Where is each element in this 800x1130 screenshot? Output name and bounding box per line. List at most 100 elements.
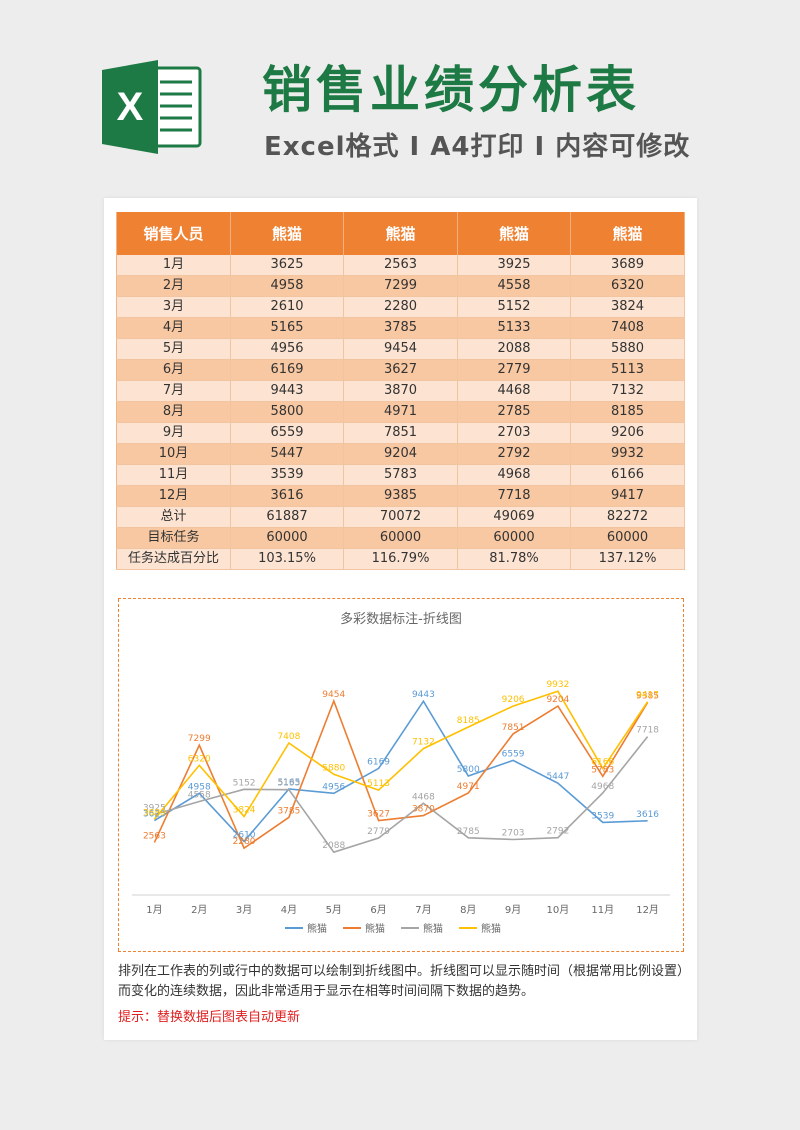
header-name-3: 熊猫 — [457, 212, 571, 255]
data-label: 2563 — [143, 831, 166, 841]
value-cell: 60000 — [343, 527, 458, 549]
chart-border-left — [118, 599, 119, 951]
legend-label: 熊猫 — [423, 922, 443, 935]
table-row: 9月 6559 7851 2703 9206 — [116, 422, 685, 444]
data-label: 7851 — [502, 723, 525, 733]
x-tick-label: 5月 — [326, 904, 342, 916]
data-label: 5800 — [457, 765, 480, 775]
table-row: 任务达成百分比 103.15% 116.79% 81.78% 137.12% — [116, 548, 685, 570]
row-label-cell: 6月 — [116, 359, 231, 381]
value-cell: 5783 — [343, 464, 458, 486]
logo-letter: X — [117, 85, 144, 129]
value-cell: 2280 — [343, 296, 458, 318]
value-cell: 2088 — [457, 338, 571, 360]
page-header: X 销售业绩分析表 Excel格式 I A4打印 I 内容可修改 — [0, 0, 800, 190]
table-row: 3月 2610 2280 5152 3824 — [116, 296, 685, 318]
data-label: 3824 — [233, 806, 256, 816]
x-tick-label: 8月 — [460, 904, 476, 916]
data-label: 7132 — [412, 738, 435, 748]
table-row: 8月 5800 4971 2785 8185 — [116, 401, 685, 423]
row-label-cell: 4月 — [116, 317, 231, 339]
table-row: 5月 4956 9454 2088 5880 — [116, 338, 685, 360]
value-cell: 3925 — [457, 255, 571, 276]
value-cell: 3689 — [570, 255, 685, 276]
table-header-row: 销售人员 熊猫 熊猫 熊猫 熊猫 — [116, 212, 685, 255]
row-label-cell: 3月 — [116, 296, 231, 318]
value-cell: 3625 — [230, 255, 344, 276]
data-label: 4971 — [457, 782, 480, 792]
value-cell: 2563 — [343, 255, 458, 276]
line-chart: 多彩数据标注-折线图 1月 2月 3月 4月 5月 6月 7月 8月 9月 10月 11月 12月 362… — [132, 611, 670, 935]
table-row: 10月 5447 9204 2792 9932 — [116, 443, 685, 465]
data-label: 2280 — [233, 837, 256, 847]
table-row: 11月 3539 5783 4968 6166 — [116, 464, 685, 486]
x-tick-label: 7月 — [415, 904, 431, 916]
data-label: 9385 — [636, 691, 659, 701]
data-label: 5152 — [233, 778, 256, 788]
data-label: 5113 — [367, 779, 390, 789]
value-cell: 5880 — [570, 338, 685, 360]
x-tick-label: 10月 — [547, 904, 570, 916]
data-label: 3625 — [143, 810, 166, 820]
value-cell: 60000 — [230, 527, 344, 549]
table-row: 1月 3625 2563 3925 3689 — [116, 255, 685, 276]
data-label: 4468 — [412, 792, 435, 802]
sheet-card: 销售人员 熊猫 熊猫 熊猫 熊猫 1月 3625 2563 3925 3689 2月 495… — [104, 198, 697, 1040]
row-label-cell: 2月 — [116, 275, 231, 297]
value-cell: 70072 — [343, 506, 458, 528]
value-cell: 82272 — [570, 506, 685, 528]
value-cell: 2792 — [457, 443, 571, 465]
table-row: 2月 4958 7299 4558 6320 — [116, 275, 685, 297]
value-cell: 3785 — [343, 317, 458, 339]
data-label: 3539 — [591, 811, 614, 821]
data-label: 4968 — [591, 782, 614, 792]
data-label: 3616 — [636, 810, 659, 820]
chart-description: 排列在工作表的列或行中的数据可以绘制到折线图中。折线图可以显示随时间（根据常用比… — [118, 964, 684, 999]
value-cell: 9206 — [570, 422, 685, 444]
value-cell: 7408 — [570, 317, 685, 339]
page-subtitle: Excel格式 I A4打印 I 内容可修改 — [264, 132, 691, 162]
header-salesperson: 销售人员 — [116, 212, 231, 255]
series-line-1 — [153, 699, 648, 843]
value-cell: 6166 — [570, 464, 685, 486]
data-label: 2088 — [322, 841, 345, 851]
update-tip: 提示：替换数据后图表自动更新 — [118, 1010, 301, 1025]
table-row: 7月 9443 3870 4468 7132 — [116, 380, 685, 402]
value-cell: 9932 — [570, 443, 685, 465]
header-name-1: 熊猫 — [230, 212, 344, 255]
data-label: 6559 — [502, 749, 525, 759]
value-cell: 2779 — [457, 359, 571, 381]
value-cell: 5447 — [230, 443, 344, 465]
chart-title: 多彩数据标注-折线图 — [340, 611, 462, 627]
data-label: 9206 — [502, 695, 525, 705]
value-cell: 9454 — [343, 338, 458, 360]
x-tick-label: 2月 — [191, 904, 207, 916]
value-cell: 60000 — [570, 527, 685, 549]
value-cell: 116.79% — [343, 548, 458, 570]
data-label: 3689 — [143, 808, 166, 818]
value-cell: 3824 — [570, 296, 685, 318]
data-label: 5783 — [591, 765, 614, 775]
value-cell: 81.78% — [457, 548, 571, 570]
value-cell: 5133 — [457, 317, 571, 339]
table-row: 总计 61887 70072 49069 82272 — [116, 506, 685, 528]
value-cell: 49069 — [457, 506, 571, 528]
data-label: 9443 — [412, 690, 435, 700]
x-tick-label: 4月 — [281, 904, 297, 916]
value-cell: 5800 — [230, 401, 344, 423]
data-label: 6166 — [591, 757, 614, 767]
data-label: 7718 — [636, 726, 659, 736]
table-row: 6月 6169 3627 2779 5113 — [116, 359, 685, 381]
value-cell: 4968 — [457, 464, 571, 486]
data-label: 9454 — [322, 690, 345, 700]
row-label-cell: 总计 — [116, 506, 231, 528]
data-label: 4558 — [188, 790, 211, 800]
data-label: 9417 — [636, 691, 659, 701]
value-cell: 7718 — [457, 485, 571, 507]
legend-label: 熊猫 — [307, 922, 327, 935]
legend-label: 熊猫 — [365, 922, 385, 935]
value-cell: 5113 — [570, 359, 685, 381]
value-cell: 9443 — [230, 380, 344, 402]
data-label: 8185 — [457, 716, 480, 726]
x-tick-label: 3月 — [236, 904, 252, 916]
